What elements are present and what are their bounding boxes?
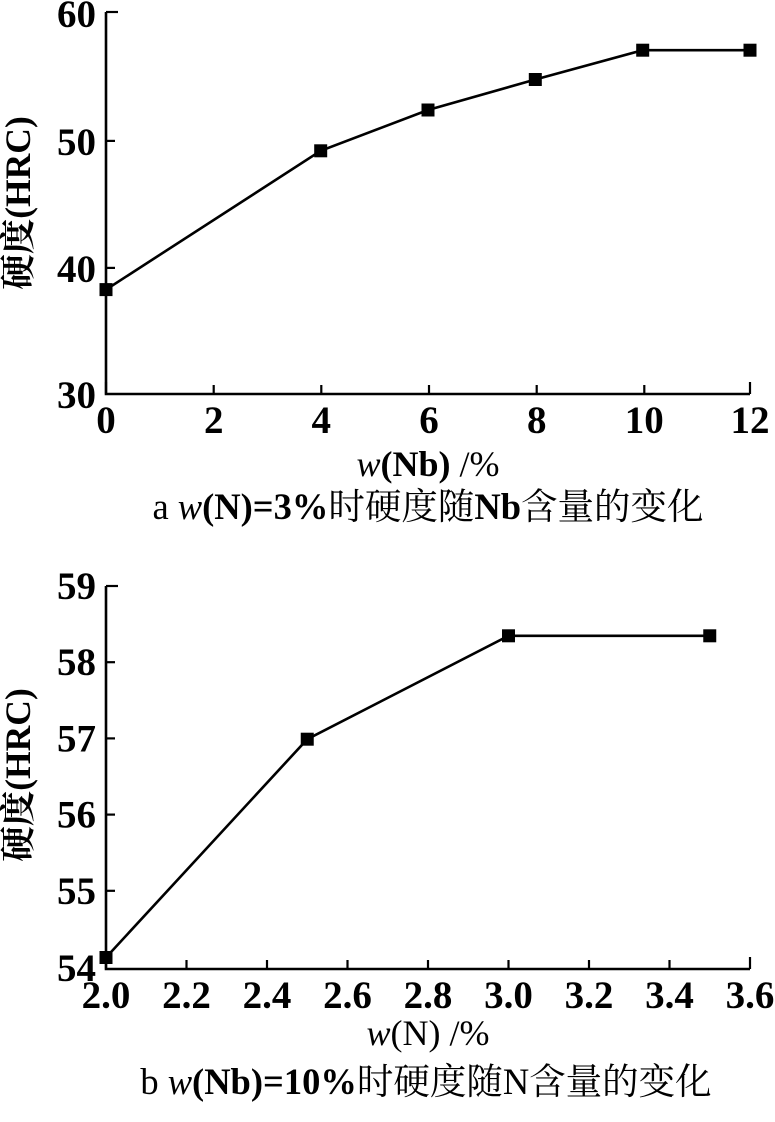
svg-text:58: 58	[57, 641, 96, 684]
svg-text:10: 10	[625, 399, 664, 442]
svg-text:a w(N)=3%时硬度随Nb含量的变化: a w(N)=3%时硬度随Nb含量的变化	[152, 486, 703, 527]
svg-text:40: 40	[57, 248, 96, 291]
svg-text:2.2: 2.2	[162, 974, 211, 1017]
svg-text:硬度(HRC): 硬度(HRC)	[0, 116, 38, 290]
svg-text:b w(Nb)=10%时硬度随N含量的变化: b w(Nb)=10%时硬度随N含量的变化	[140, 1061, 711, 1102]
svg-text:w(Nb) /%: w(Nb) /%	[356, 444, 499, 484]
svg-text:59: 59	[57, 565, 96, 608]
svg-text:0: 0	[96, 399, 116, 442]
svg-text:2.6: 2.6	[323, 974, 372, 1017]
svg-text:50: 50	[57, 121, 96, 164]
svg-text:硬度(HRC): 硬度(HRC)	[0, 688, 38, 862]
svg-text:3.2: 3.2	[565, 974, 614, 1017]
svg-text:2.0: 2.0	[82, 974, 131, 1017]
svg-text:3.6: 3.6	[726, 974, 775, 1017]
svg-text:4: 4	[312, 399, 332, 442]
svg-text:8: 8	[527, 399, 547, 442]
svg-text:60: 60	[57, 0, 96, 36]
svg-text:w(N) /%: w(N) /%	[367, 1013, 490, 1053]
svg-text:12: 12	[731, 399, 770, 442]
svg-text:3.0: 3.0	[484, 974, 533, 1017]
svg-text:57: 57	[57, 717, 96, 760]
svg-text:3.4: 3.4	[645, 974, 694, 1017]
svg-text:55: 55	[57, 870, 96, 913]
svg-text:2: 2	[204, 399, 224, 442]
svg-text:2.4: 2.4	[243, 974, 292, 1017]
svg-text:56: 56	[57, 794, 96, 837]
svg-text:2.8: 2.8	[404, 974, 453, 1017]
svg-text:6: 6	[419, 399, 439, 442]
svg-text:30: 30	[57, 374, 96, 417]
